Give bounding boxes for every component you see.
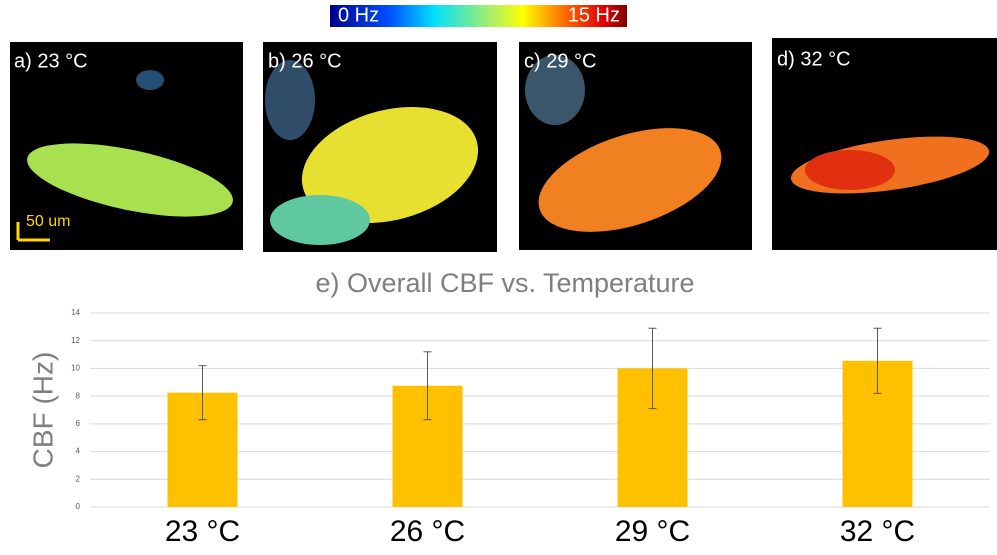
- y-tick-label: 10: [71, 364, 80, 373]
- x-tick-label: 32 °C: [840, 515, 915, 548]
- x-tick-label: 29 °C: [615, 515, 690, 548]
- x-tick-label: 23 °C: [165, 515, 240, 548]
- panel-label: d) 32 °C: [777, 48, 851, 70]
- panel-a: 50 um: [10, 42, 243, 250]
- panel-c: [519, 42, 752, 250]
- panel-d: [772, 38, 997, 250]
- x-tick-label: 26 °C: [390, 515, 465, 548]
- panel-b: [263, 42, 497, 252]
- colorbar: [330, 5, 627, 27]
- panel-label: c) 29 °C: [524, 50, 596, 72]
- panel-label: a) 23 °C: [14, 50, 88, 72]
- y-tick-label: 4: [76, 447, 81, 456]
- colorbar-max: 15 Hz: [568, 4, 620, 26]
- chart-title: e) Overall CBF vs. Temperature: [315, 268, 694, 298]
- panel-label: b) 26 °C: [268, 50, 342, 72]
- y-tick-label: 0: [76, 502, 81, 511]
- y-tick-label: 14: [71, 308, 80, 317]
- y-tick-label: 12: [71, 336, 80, 345]
- colorbar-min: 0 Hz: [338, 4, 379, 26]
- y-tick-label: 2: [76, 474, 81, 483]
- y-tick-label: 6: [76, 419, 81, 428]
- y-tick-label: 8: [76, 391, 81, 400]
- scale-bar-label: 50 um: [26, 213, 70, 230]
- y-axis-label: CBF (Hz): [27, 352, 58, 469]
